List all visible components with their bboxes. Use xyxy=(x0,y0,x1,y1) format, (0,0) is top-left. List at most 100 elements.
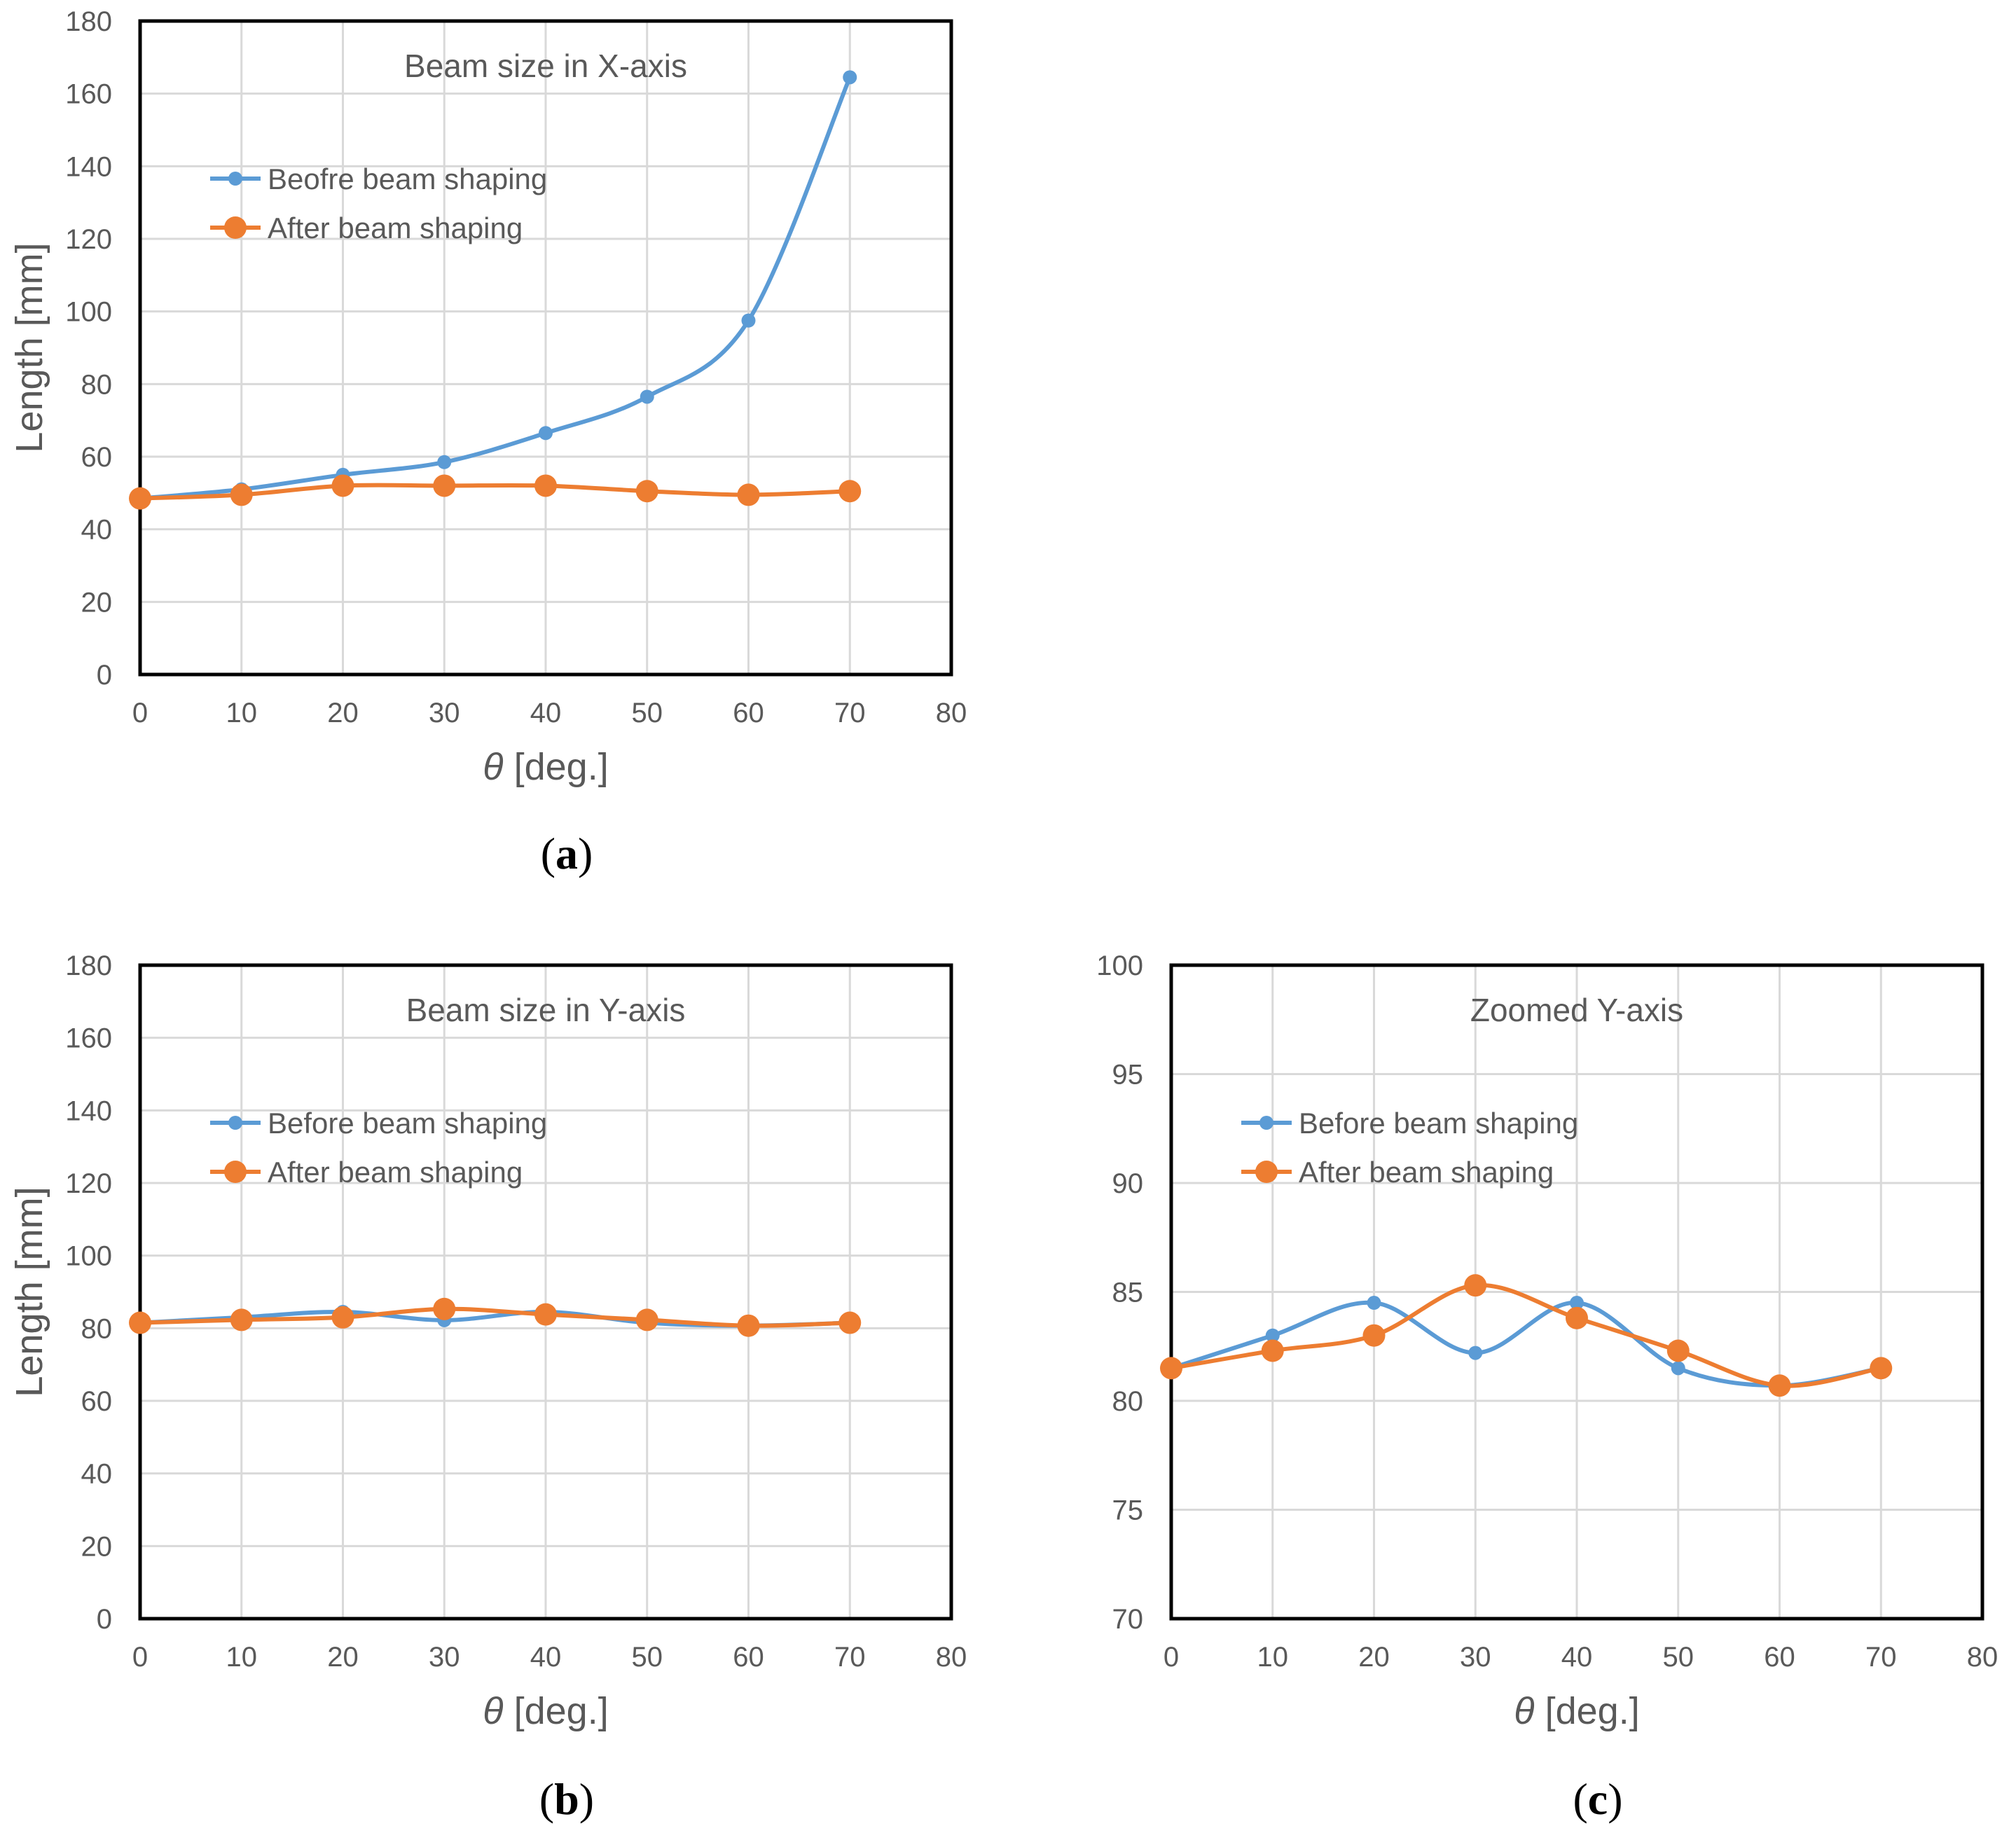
y-tick-label: 85 xyxy=(1112,1278,1144,1308)
plot-area-frame xyxy=(1169,963,1984,1621)
y-tick-label: 100 xyxy=(65,297,112,328)
data-point-after xyxy=(737,483,760,506)
x-axis-symbol: θ xyxy=(1514,1690,1534,1732)
x-tick-label: 30 xyxy=(1460,1642,1491,1673)
x-tick-label: 50 xyxy=(632,698,663,728)
x-tick-label: 40 xyxy=(530,1642,562,1673)
panel-label-letter: c xyxy=(1588,1774,1608,1824)
data-point-after xyxy=(1362,1324,1386,1347)
legend-marker xyxy=(228,172,242,186)
y-tick-label: 0 xyxy=(97,660,112,691)
chart-b: 0 20 40 60 80 100 120 140 160 180 0 10 20 30 40 50 60 70 8… xyxy=(8,950,967,1824)
data-point-before xyxy=(1570,1296,1584,1310)
series-line-before xyxy=(138,75,852,501)
data-point-before xyxy=(640,389,654,404)
x-axis-unit: [deg.] xyxy=(504,1690,609,1732)
legend-marker xyxy=(224,216,247,239)
data-point-after xyxy=(737,1314,760,1337)
legend-entry-after: After beam shaping xyxy=(210,212,523,244)
panel-label-open: ( xyxy=(539,1774,554,1824)
y-tick-label: 180 xyxy=(65,6,112,37)
legend-label: Beofre beam shaping xyxy=(268,162,547,195)
legend-label: Before beam shaping xyxy=(1299,1107,1578,1140)
y-tick-label: 100 xyxy=(1096,950,1143,981)
y-tick-label: 20 xyxy=(81,1531,113,1562)
legend-entry-before: Before beam shaping xyxy=(1241,1107,1578,1140)
data-point-after xyxy=(433,474,456,497)
x-axis-title: θ [deg.] xyxy=(1514,1690,1639,1732)
data-point-before xyxy=(1265,1328,1280,1343)
data-point-before xyxy=(1671,1361,1685,1376)
x-tick-label: 30 xyxy=(429,1642,460,1673)
x-tick-label: 10 xyxy=(226,1642,258,1673)
x-tick-label: 60 xyxy=(733,1642,764,1673)
data-point-before xyxy=(741,313,756,328)
y-tick-label: 40 xyxy=(81,515,113,546)
data-point-after xyxy=(838,1311,862,1334)
panel-label-close: ) xyxy=(578,829,593,878)
y-tick-label: 100 xyxy=(65,1241,112,1272)
legend-label: After beam shaping xyxy=(268,1156,523,1189)
data-point-before xyxy=(1468,1346,1483,1360)
series-line-after xyxy=(138,1306,852,1328)
series-line-before xyxy=(1169,1300,1884,1388)
legend-marker xyxy=(1255,1161,1278,1183)
legend-entry-before: Before beam shaping xyxy=(210,1107,547,1140)
x-tick-label: 60 xyxy=(1764,1642,1795,1673)
data-point-after xyxy=(1261,1339,1284,1362)
x-tick-label: 70 xyxy=(1865,1642,1897,1673)
legend-entry-before: Beofre beam shaping xyxy=(210,162,547,195)
x-axis-title: θ [deg.] xyxy=(483,1690,608,1732)
data-point-after xyxy=(433,1297,456,1320)
x-tick-label: 20 xyxy=(327,698,359,728)
panel-label-open: ( xyxy=(541,829,555,878)
x-tick-label: 50 xyxy=(632,1642,663,1673)
data-point-after xyxy=(1464,1274,1487,1297)
x-tick-label: 50 xyxy=(1663,1642,1694,1673)
series-after xyxy=(129,1297,862,1337)
y-tick-label: 60 xyxy=(81,1386,113,1417)
y-tick-label: 120 xyxy=(65,224,112,255)
data-point-after xyxy=(129,1311,151,1334)
x-axis-symbol: θ xyxy=(483,746,503,788)
y-tick-label: 0 xyxy=(97,1604,112,1635)
x-axis-symbol: θ xyxy=(483,1690,503,1732)
data-point-after xyxy=(635,480,658,503)
data-point-before xyxy=(843,70,857,85)
panel-label-open: ( xyxy=(1573,1774,1587,1824)
x-tick-label: 30 xyxy=(429,698,460,728)
x-tick-label: 0 xyxy=(1164,1642,1179,1673)
panel-label-close: ) xyxy=(579,1774,594,1824)
x-axis-unit: [deg.] xyxy=(504,746,609,788)
chart-title: Beam size in Y-axis xyxy=(406,992,686,1028)
data-point-after xyxy=(230,1308,253,1331)
data-point-after xyxy=(838,480,862,503)
x-tick-label: 40 xyxy=(530,698,562,728)
panel-label-letter: b xyxy=(554,1774,579,1824)
y-tick-label: 160 xyxy=(65,1023,112,1054)
chart-title: Zoomed Y-axis xyxy=(1470,992,1683,1028)
x-tick-label: 40 xyxy=(1561,1642,1593,1673)
chart-a: 0 20 40 60 80 100 120 140 160 180 0 10 20 30 40 50 60 70 8… xyxy=(8,6,967,878)
y-axis-title: Length [mm] xyxy=(8,1187,50,1397)
series-line-after xyxy=(1169,1282,1884,1388)
legend-marker xyxy=(1259,1116,1273,1130)
legend-entry-after: After beam shaping xyxy=(1241,1156,1554,1189)
y-tick-label: 20 xyxy=(81,587,113,618)
x-tick-label: 20 xyxy=(1358,1642,1390,1673)
series-line-after xyxy=(138,483,852,501)
legend-label: After beam shaping xyxy=(1299,1156,1554,1189)
panel-label-close: ) xyxy=(1608,1774,1622,1824)
y-axis-title: Length [mm] xyxy=(8,1187,50,1397)
y-tick-label: 180 xyxy=(65,950,112,981)
data-point-after xyxy=(1566,1306,1588,1329)
x-tick-label: 70 xyxy=(834,698,866,728)
data-point-after xyxy=(1768,1374,1791,1397)
y-tick-label: 75 xyxy=(1112,1495,1144,1526)
plot-area-frame xyxy=(138,963,953,1621)
panel-label: (a) xyxy=(541,829,593,878)
y-tick-label: 140 xyxy=(65,1095,112,1126)
y-tick-label: 70 xyxy=(1112,1604,1144,1635)
